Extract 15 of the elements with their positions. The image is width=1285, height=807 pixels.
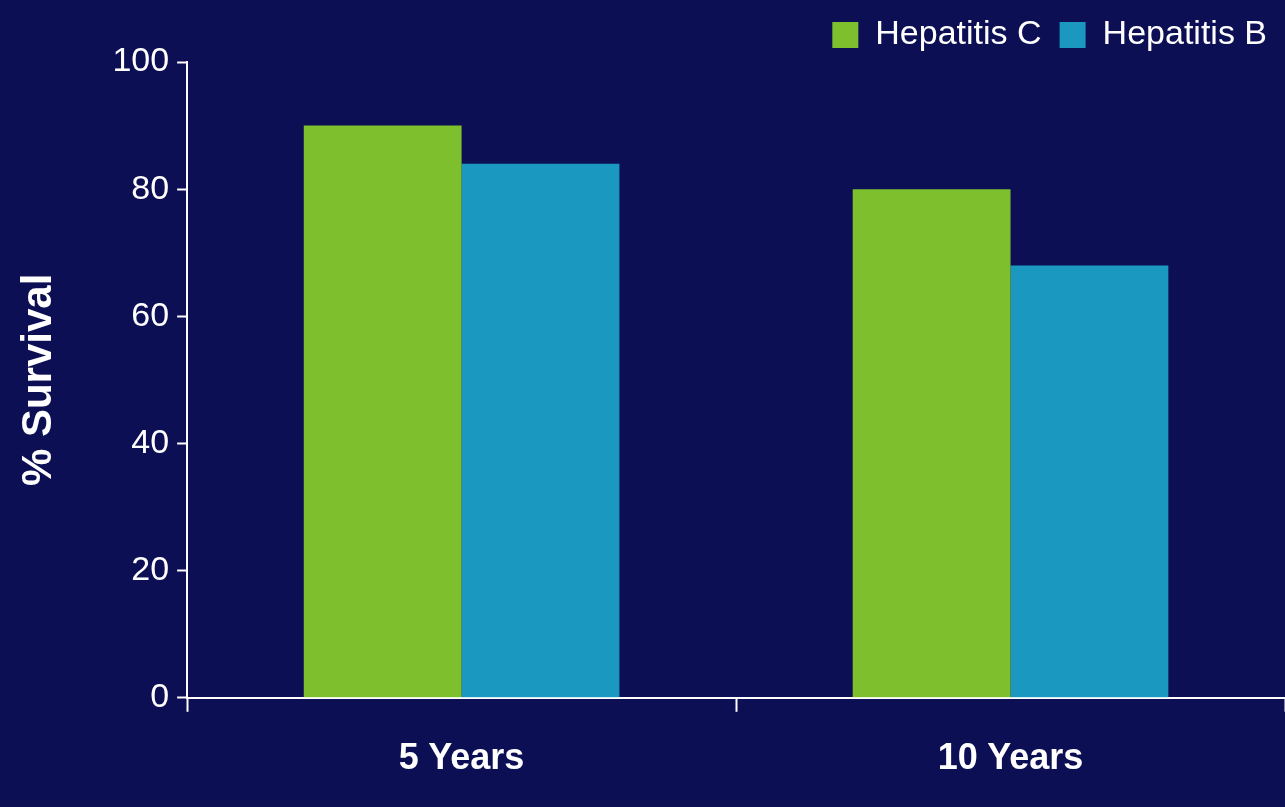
x-tick-label: 10 Years (937, 736, 1084, 778)
y-tick-label: 60 (131, 294, 170, 333)
bar (852, 189, 1011, 698)
bar (461, 163, 620, 698)
x-tick-label: 5 Years (398, 736, 525, 778)
bar (1010, 265, 1169, 698)
y-tick-label: 100 (112, 40, 170, 79)
y-tick-label: 20 (131, 549, 170, 588)
legend-label: Hepatitis B (1102, 13, 1267, 52)
legend-label: Hepatitis C (875, 13, 1042, 52)
y-tick-label: 40 (131, 421, 170, 460)
y-axis-title: % Survival (12, 273, 60, 487)
y-tick-label: 0 (150, 676, 170, 715)
y-tick-label: 80 (131, 167, 170, 206)
bar (303, 125, 462, 698)
